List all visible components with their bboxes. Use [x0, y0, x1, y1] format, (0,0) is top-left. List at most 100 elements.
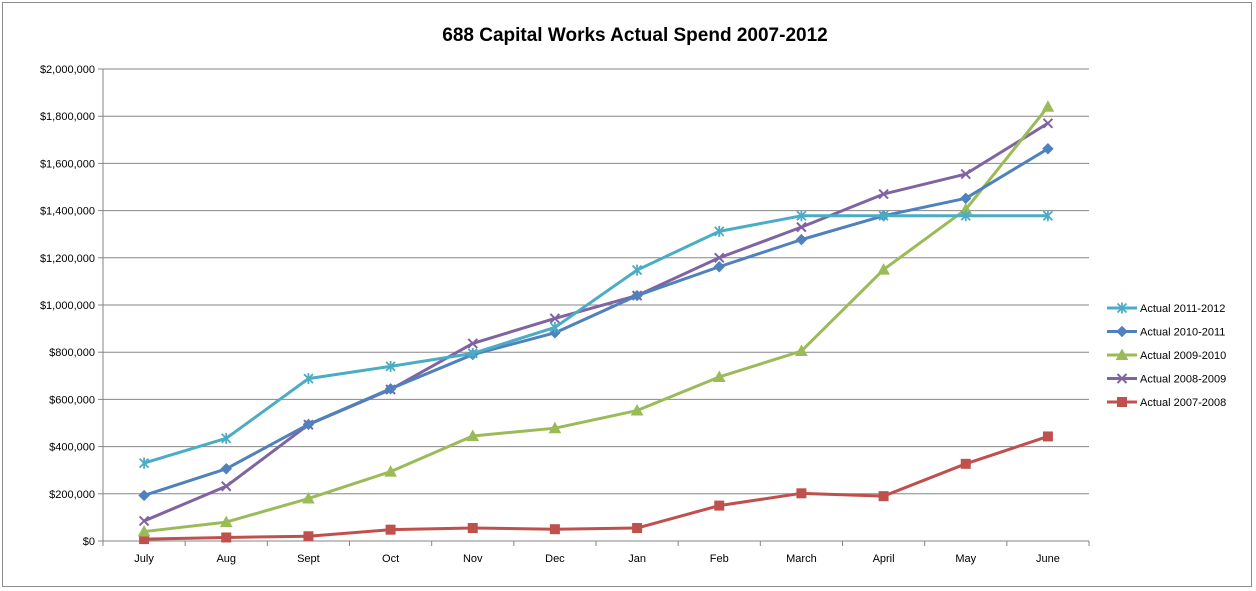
data-point-asterisk [1116, 302, 1128, 314]
data-point-triangle [712, 370, 726, 382]
legend-label: Actual 2010-2011 [1140, 327, 1225, 339]
y-tick-label: $1,200,000 [40, 253, 95, 265]
data-point-diamond [1116, 325, 1128, 338]
x-tick-label: April [873, 553, 895, 565]
x-tick-label: March [786, 553, 817, 565]
data-point-diamond [795, 233, 808, 246]
x-tick-label: Feb [710, 553, 729, 565]
x-tick-label: July [134, 553, 154, 565]
data-point-diamond [631, 289, 643, 302]
x-tick-label: Oct [382, 553, 399, 565]
x-tick-label: Dec [545, 553, 565, 565]
x-tick-label: June [1036, 553, 1060, 565]
data-point-diamond [1042, 143, 1054, 155]
data-point-square [549, 524, 560, 535]
legend-label: Actual 2009-2010 [1140, 350, 1226, 362]
y-tick-label: $1,000,000 [40, 300, 95, 312]
y-tick-label: $1,600,000 [40, 158, 95, 170]
series-actual-2009-2010 [137, 100, 1055, 537]
data-point-asterisk [960, 210, 971, 222]
data-point-x [796, 221, 807, 233]
legend-item: Actual 2009-2010 [1107, 348, 1226, 362]
data-point-asterisk [303, 373, 314, 385]
legend-label: Actual 2007-2008 [1140, 397, 1226, 409]
legend-item: Actual 2008-2009 [1107, 373, 1226, 386]
data-point-triangle [877, 263, 890, 275]
series-line [143, 147, 1049, 497]
legend-item: Actual 2007-2008 [1107, 397, 1226, 409]
data-point-square [878, 491, 889, 502]
data-point-triangle [137, 525, 151, 537]
data-point-triangle [219, 515, 233, 528]
data-point-triangle [466, 429, 480, 441]
series-actual-2011-2012 [138, 210, 1054, 469]
data-point-triangle [302, 491, 315, 504]
series-actual-2007-2008 [139, 431, 1053, 545]
data-point-square [632, 523, 643, 534]
data-point-x [714, 252, 725, 264]
line-chart: 688 Capital Works Actual Spend 2007-2012… [40, 25, 1226, 565]
data-point-diamond [384, 383, 397, 395]
data-point-square [796, 488, 807, 499]
data-point-x [1116, 373, 1128, 384]
x-tick-label: Nov [463, 553, 483, 565]
data-point-x [1042, 118, 1054, 129]
y-tick-label: $800,000 [49, 347, 95, 359]
series-lines [137, 100, 1055, 545]
x-tick-label: May [955, 553, 976, 565]
y-tick-label: $1,400,000 [40, 206, 95, 218]
data-point-triangle [795, 344, 808, 357]
data-point-square [960, 458, 971, 469]
data-point-x [467, 338, 478, 349]
series-line [144, 435, 1049, 541]
data-point-triangle [1041, 100, 1055, 112]
y-tick-label: $0 [83, 536, 95, 548]
data-point-x [960, 168, 971, 180]
data-point-asterisk [1042, 210, 1054, 222]
data-point-x [221, 481, 232, 492]
series-line [143, 122, 1049, 523]
chart-title: 688 Capital Works Actual Spend 2007-2012 [442, 25, 827, 46]
gridlines [103, 68, 1089, 495]
legend-label: Actual 2008-2009 [1140, 374, 1226, 386]
x-tick-label: Jan [628, 553, 646, 565]
data-point-x [878, 188, 889, 200]
y-tick-label: $600,000 [49, 394, 95, 406]
data-point-square [303, 531, 314, 542]
y-axis-tick-labels: $0 $200,000 $400,000 $600,000 $800,000 $1,000… [40, 64, 95, 548]
x-axis-tick-labels: July Aug Sept Oct Nov Dec Jan Feb March April May J… [134, 553, 1060, 565]
data-point-x [549, 313, 561, 324]
data-point-square [1042, 431, 1053, 442]
data-point-diamond [138, 489, 150, 502]
y-tick-label: $1,800,000 [40, 111, 95, 123]
series-actual-2008-2009 [138, 118, 1054, 527]
legend: Actual 2011-2012 Actual 2010-2011 Actual 2… [1107, 302, 1226, 409]
data-point-square [1117, 397, 1127, 407]
data-point-asterisk [878, 210, 889, 222]
data-point-diamond [713, 261, 725, 273]
legend-item: Actual 2011-2012 [1107, 302, 1225, 315]
axes [98, 68, 1090, 546]
data-point-asterisk [138, 457, 150, 469]
data-point-triangle [1115, 348, 1129, 360]
data-point-triangle [630, 403, 644, 416]
data-point-asterisk [385, 360, 396, 372]
y-tick-label: $200,000 [49, 489, 95, 501]
data-point-triangle [384, 465, 397, 477]
data-point-asterisk [221, 432, 232, 444]
data-point-asterisk [467, 347, 478, 359]
data-point-square [221, 532, 232, 543]
data-point-asterisk [631, 264, 643, 276]
data-point-diamond [220, 463, 232, 475]
series-line [143, 214, 1048, 465]
data-point-asterisk [714, 225, 725, 237]
data-point-triangle [548, 421, 562, 434]
data-point-diamond [302, 418, 315, 431]
series-line [143, 105, 1050, 534]
data-point-square [467, 523, 478, 534]
x-tick-label: Aug [216, 553, 236, 565]
legend-item: Actual 2010-2011 [1107, 325, 1225, 339]
x-tick-label: Sept [297, 553, 320, 565]
data-point-x [138, 515, 150, 527]
data-point-square [385, 524, 396, 535]
